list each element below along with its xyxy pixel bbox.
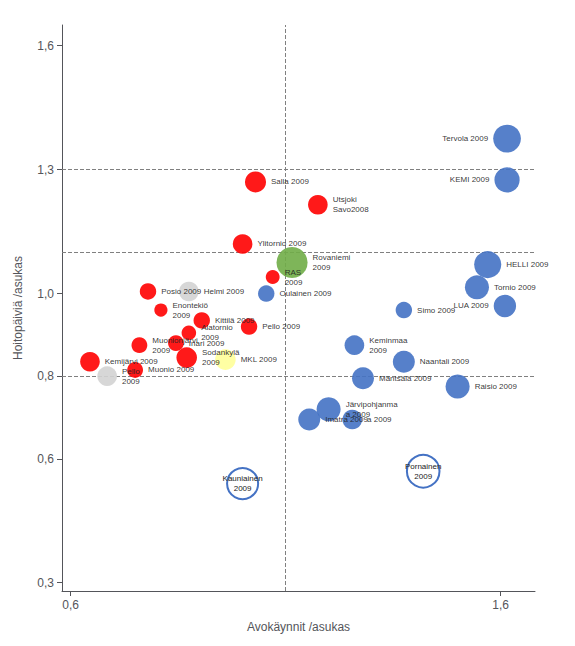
svg-text:1,6: 1,6	[37, 39, 54, 53]
svg-text:0,6: 0,6	[37, 452, 54, 466]
svg-text:Salla 2009: Salla 2009	[271, 177, 309, 186]
svg-text:Enontekiö: Enontekiö	[172, 301, 208, 310]
svg-text:Kemijärvi 2009: Kemijärvi 2009	[104, 357, 158, 367]
svg-text:Inari 2009: Inari 2009	[188, 338, 225, 348]
svg-text:2009: 2009	[414, 472, 432, 481]
svg-text:Tornio 2009: Tornio 2009	[494, 283, 536, 292]
svg-text:Muonionjärvi: Muonionjärvi	[152, 336, 198, 345]
svg-text:MKL 2009: MKL 2009	[241, 355, 278, 364]
svg-text:Kittilä 2009: Kittilä 2009	[215, 315, 255, 325]
svg-text:2009: 2009	[369, 346, 387, 355]
svg-text:Järvipohjanma: Järvipohjanma	[346, 400, 399, 409]
svg-text:2009: 2009	[234, 484, 252, 493]
svg-text:Tervola 2009: Tervola 2009	[442, 134, 488, 143]
svg-text:Savo2008: Savo2008	[333, 205, 370, 214]
svg-text:1,0: 1,0	[37, 287, 54, 301]
svg-text:Muonio 2009: Muonio 2009	[148, 365, 195, 374]
svg-text:Simo 2009: Simo 2009	[417, 306, 456, 315]
svg-text:Alatornio: Alatornio	[201, 323, 233, 332]
svg-text:Ylitornio 2009: Ylitornio 2009	[257, 239, 306, 248]
svg-text:Hoitopäiviä /asukas: Hoitopäiviä /asukas	[11, 256, 25, 360]
svg-text:1,6: 1,6	[492, 598, 509, 612]
svg-text:Pello 2009: Pello 2009	[262, 322, 300, 331]
svg-text:Naantali 2009: Naantali 2009	[420, 357, 470, 366]
svg-text:RAS: RAS	[285, 268, 301, 277]
svg-text:2009: 2009	[172, 311, 190, 320]
svg-text:2009: 2009	[152, 346, 170, 355]
svg-text:2009: 2009	[285, 278, 303, 287]
svg-text:HELLI 2009: HELLI 2009	[506, 260, 549, 269]
svg-text:Kauniainen: Kauniainen	[223, 474, 263, 483]
svg-text:2009: 2009	[122, 377, 140, 386]
svg-text:Pornainen: Pornainen	[405, 462, 441, 471]
svg-text:Keminmaa: Keminmaa	[369, 336, 408, 345]
svg-text:a 2009: a 2009	[367, 415, 392, 424]
svg-text:0,6: 0,6	[62, 598, 79, 612]
svg-text:KEMI 2009: KEMI 2009	[450, 175, 490, 184]
svg-text:Posio 2009: Posio 2009	[161, 287, 202, 296]
svg-text:Pello: Pello	[122, 367, 140, 376]
svg-text:Avokäynnit /asukas: Avokäynnit /asukas	[247, 620, 350, 634]
svg-text:LUA 2009: LUA 2009	[454, 301, 490, 310]
svg-text:0,8: 0,8	[37, 369, 54, 383]
svg-text:Rovaniemi: Rovaniemi	[313, 253, 351, 262]
svg-text:Raisio 2009: Raisio 2009	[475, 382, 518, 391]
svg-text:Utsjoki: Utsjoki	[333, 195, 357, 204]
svg-text:Imatra 2009: Imatra 2009	[325, 415, 368, 424]
svg-text:2009: 2009	[313, 263, 331, 272]
svg-text:Helmi 2009: Helmi 2009	[204, 287, 245, 296]
svg-text:1,3: 1,3	[37, 163, 54, 177]
svg-text:Oulainen 2009: Oulainen 2009	[279, 289, 332, 298]
svg-text:2009: 2009	[202, 358, 220, 367]
svg-text:Mäntsälä 2009: Mäntsälä 2009	[379, 374, 432, 383]
svg-text:0,3: 0,3	[37, 576, 54, 590]
svg-text:Sodankylä: Sodankylä	[202, 348, 240, 357]
